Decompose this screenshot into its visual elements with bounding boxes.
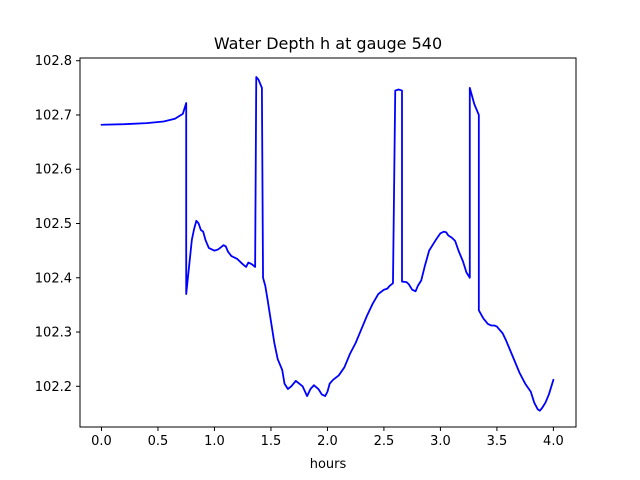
- x-tick-label: 2.5: [374, 434, 395, 449]
- x-tick-label: 0.0: [91, 434, 112, 449]
- plot-area: [100, 76, 555, 412]
- x-tick-label: 1.5: [261, 434, 282, 449]
- y-tick-label: 102.8: [35, 54, 72, 69]
- x-axis-label: hours: [310, 457, 347, 472]
- axes: 0.0 0.5 1.0 1.5 2.0 2.5 3.0 3.5 4.0 102.2 102.3 102…: [35, 54, 577, 449]
- axes-frame: [79, 57, 577, 428]
- x-tick-label: 0.5: [148, 434, 169, 449]
- y-tick-label: 102.4: [35, 271, 72, 286]
- x-tick-label: 3.5: [487, 434, 508, 449]
- series-line-1: [100, 76, 555, 412]
- x-tick-label: 1.0: [204, 434, 225, 449]
- x-tick-label: 2.0: [317, 434, 338, 449]
- y-tick-label: 102.6: [35, 163, 72, 178]
- y-tick-label: 102.5: [35, 217, 72, 232]
- chart-title: Water Depth h at gauge 540: [214, 34, 442, 53]
- x-tick-label: 4.0: [543, 434, 564, 449]
- y-tick-label: 102.7: [35, 108, 72, 123]
- x-tick-label: 3.0: [430, 434, 451, 449]
- y-tick-label: 102.3: [35, 326, 72, 341]
- y-tick-label: 102.2: [35, 380, 72, 395]
